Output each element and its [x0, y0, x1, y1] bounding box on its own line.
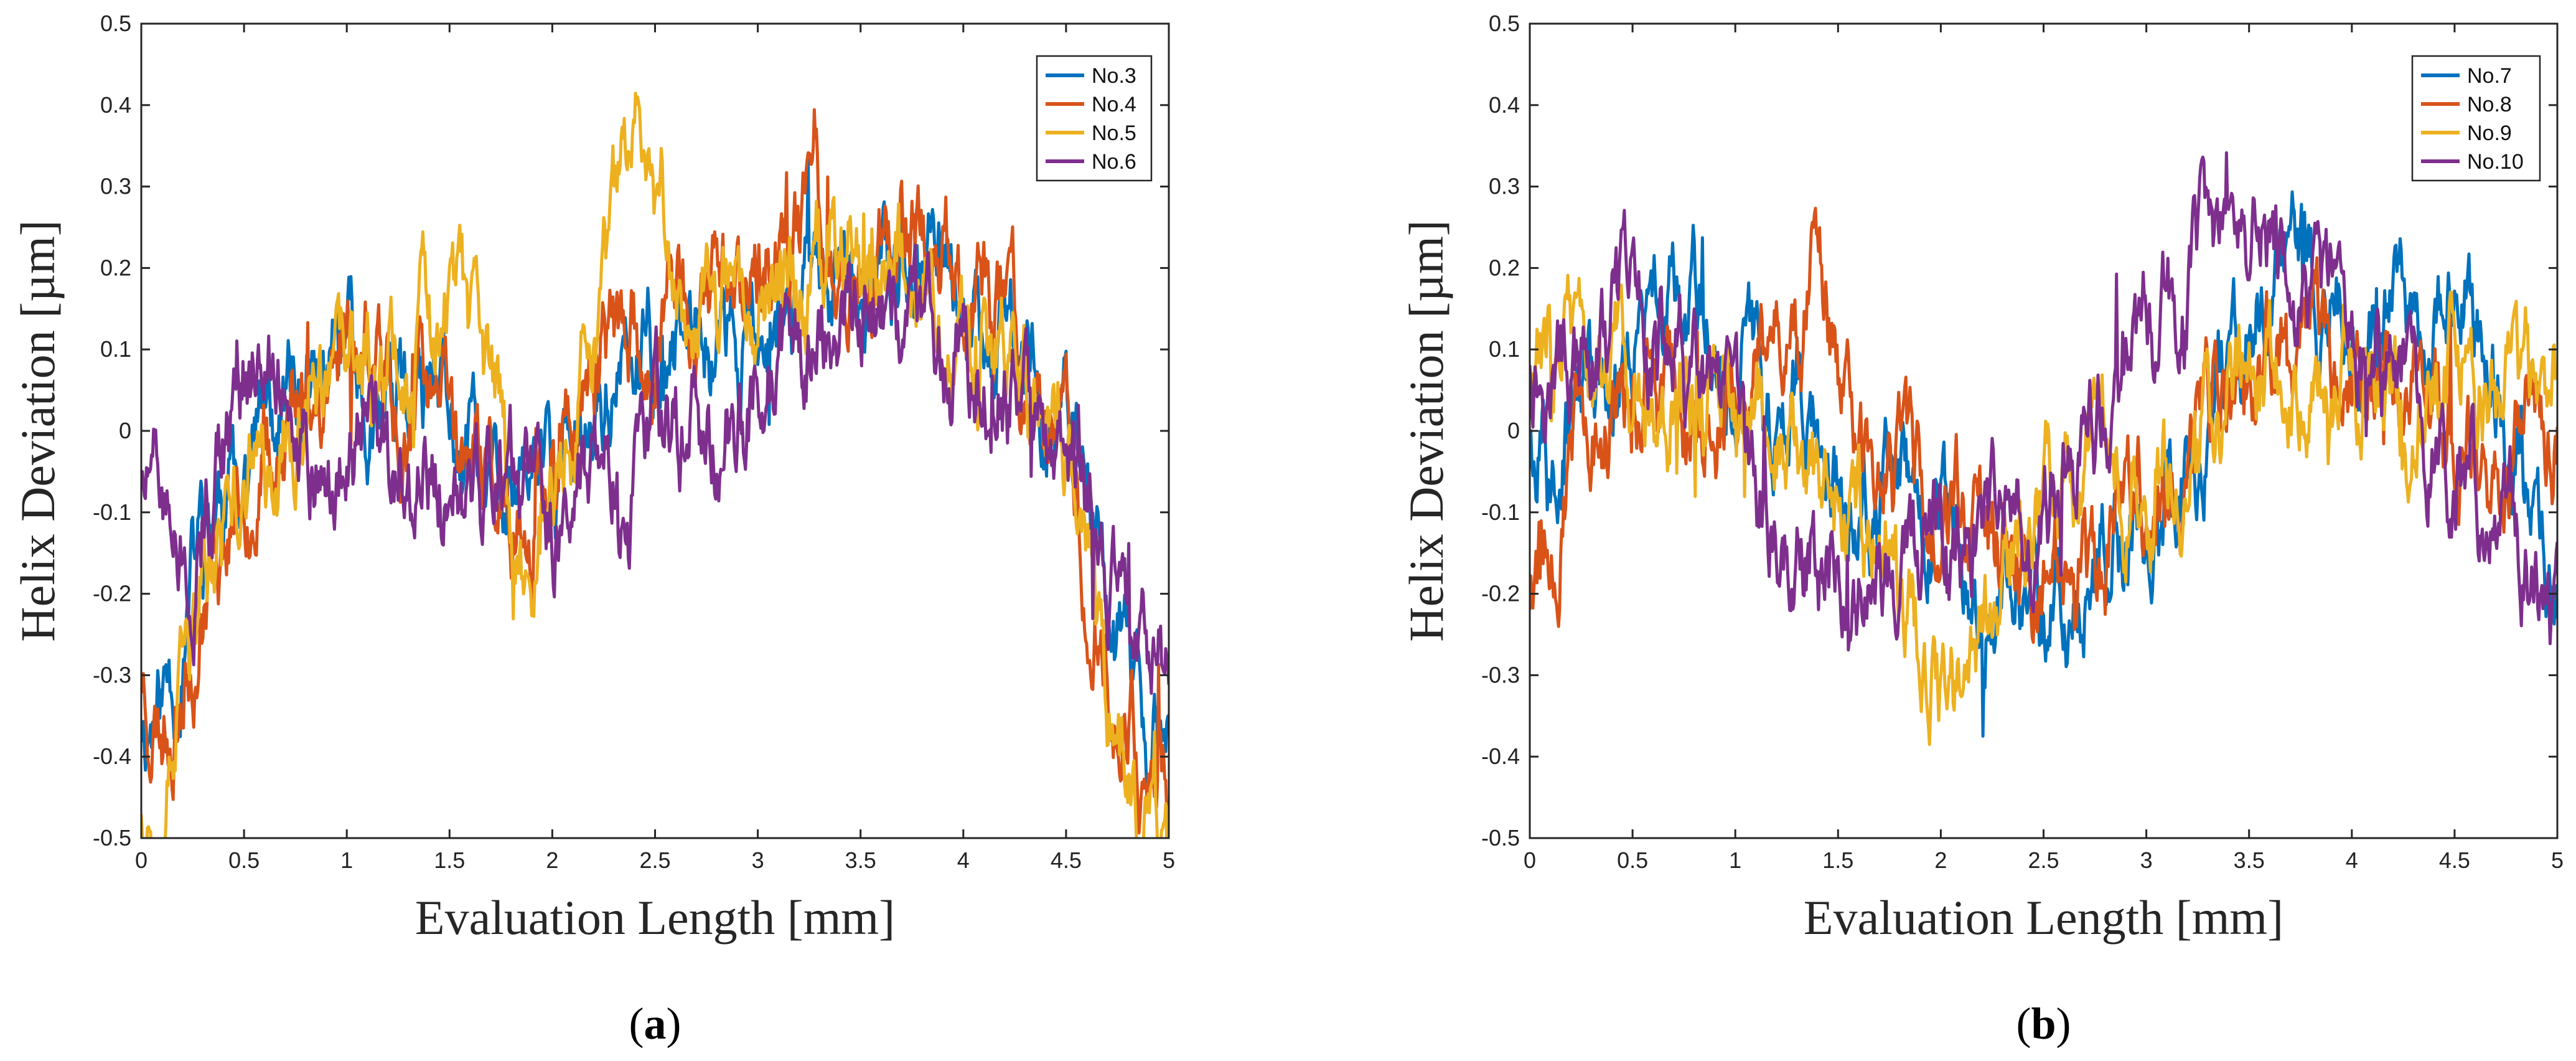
x-tick-label: 2 [1934, 847, 1947, 873]
chart-panel-a: 0 0.5 1 1.5 2 2.5 3 3.5 4 4.5 5 -0.5 -0.4 -0.3 -0.2 -0.… [11, 11, 1175, 1049]
y-tick-label: 0.1 [1489, 336, 1520, 362]
legend-label: No.10 [2467, 150, 2524, 174]
x-axis-label: Evaluation Length [mm] [415, 890, 895, 945]
y-tick-label: 0.1 [100, 336, 131, 362]
legend: No.3 No.4 No.5 No.6 [1036, 55, 1153, 182]
y-axis-label: Helix Deviation [µm] [11, 220, 65, 641]
y-tick-label: 0.4 [1489, 92, 1520, 118]
y-tick-label: -0.4 [1481, 743, 1520, 769]
legend-label: No.8 [2467, 93, 2512, 116]
legend-label: No.3 [1092, 64, 1136, 88]
x-tick-label: 3.5 [2234, 847, 2265, 873]
x-tick-label: 5 [1163, 847, 1175, 873]
x-tick-label: 0.5 [228, 847, 260, 873]
y-tick-label: -0.1 [1481, 499, 1520, 525]
y-tick-label: 0.3 [1489, 174, 1520, 199]
y-tick-label: -0.4 [93, 743, 131, 769]
legend-label: No.4 [1092, 93, 1136, 116]
y-axis-label: Helix Deviation [µm] [1399, 220, 1453, 641]
panel-caption: (b) [2016, 999, 2071, 1049]
x-tick-label: 3 [2140, 847, 2153, 873]
legend: No.7 No.8 No.9 No.10 [2411, 55, 2541, 182]
panel-caption: (a) [629, 999, 681, 1049]
y-tick-label: 0.2 [100, 255, 131, 280]
x-tick-label: 2.5 [639, 847, 670, 873]
x-tick-label: 1 [340, 847, 353, 873]
series-line-No.10 [1530, 151, 2557, 652]
y-tick-label: -0.5 [93, 825, 131, 851]
y-tick-label: -0.2 [1481, 581, 1520, 606]
legend-label: No.9 [2467, 121, 2512, 145]
x-tick-label: 4.5 [2439, 847, 2470, 873]
x-tick-label: 0.5 [1617, 847, 1648, 873]
x-tick-label: 0 [135, 847, 148, 873]
y-tick-label: 0.3 [100, 174, 131, 199]
y-tick-label: 0 [1507, 418, 1520, 443]
chart-panel-b: 0 0.5 1 1.5 2 2.5 3 3.5 4 4.5 5 -0.5 -0.4 -0.3 -0.2 -0.… [1399, 11, 2564, 1049]
y-tick-label: 0.5 [100, 11, 131, 36]
y-tick-label: -0.3 [93, 662, 131, 687]
x-tick-label: 5 [2551, 847, 2564, 873]
x-tick-label: 3.5 [845, 847, 876, 873]
y-tick-label: 0.2 [1489, 255, 1520, 280]
x-tick-label: 4 [957, 847, 970, 873]
y-tick-label: 0.5 [1489, 11, 1520, 36]
x-tick-label: 2 [546, 847, 558, 873]
y-tick-label: -0.3 [1481, 662, 1520, 687]
y-tick-label: -0.1 [93, 499, 131, 525]
y-tick-label: -0.5 [1481, 825, 1520, 851]
x-tick-label: 4.5 [1051, 847, 1082, 873]
series-group [141, 92, 1169, 838]
x-tick-label: 0 [1524, 847, 1536, 873]
x-tick-label: 4 [2346, 847, 2358, 873]
y-tick-label: 0 [119, 418, 131, 443]
y-tick-label: 0.4 [100, 92, 131, 118]
y-tick-label: -0.2 [93, 581, 131, 606]
legend-label: No.6 [1092, 150, 1136, 174]
series-line-No.6 [141, 243, 1169, 695]
series-line-No.5 [141, 92, 1169, 838]
legend-label: No.5 [1092, 121, 1136, 145]
x-tick-label: 2.5 [2028, 847, 2059, 873]
series-line-No.4 [141, 108, 1169, 835]
series-line-No.7 [1530, 190, 2557, 738]
x-tick-label: 1.5 [1822, 847, 1853, 873]
x-tick-label: 1 [1729, 847, 1741, 873]
x-axis-label: Evaluation Length [mm] [1804, 890, 2283, 945]
series-group [1530, 151, 2557, 747]
legend-label: No.7 [2467, 64, 2512, 88]
x-tick-label: 3 [752, 847, 764, 873]
x-tick-label: 1.5 [434, 847, 465, 873]
